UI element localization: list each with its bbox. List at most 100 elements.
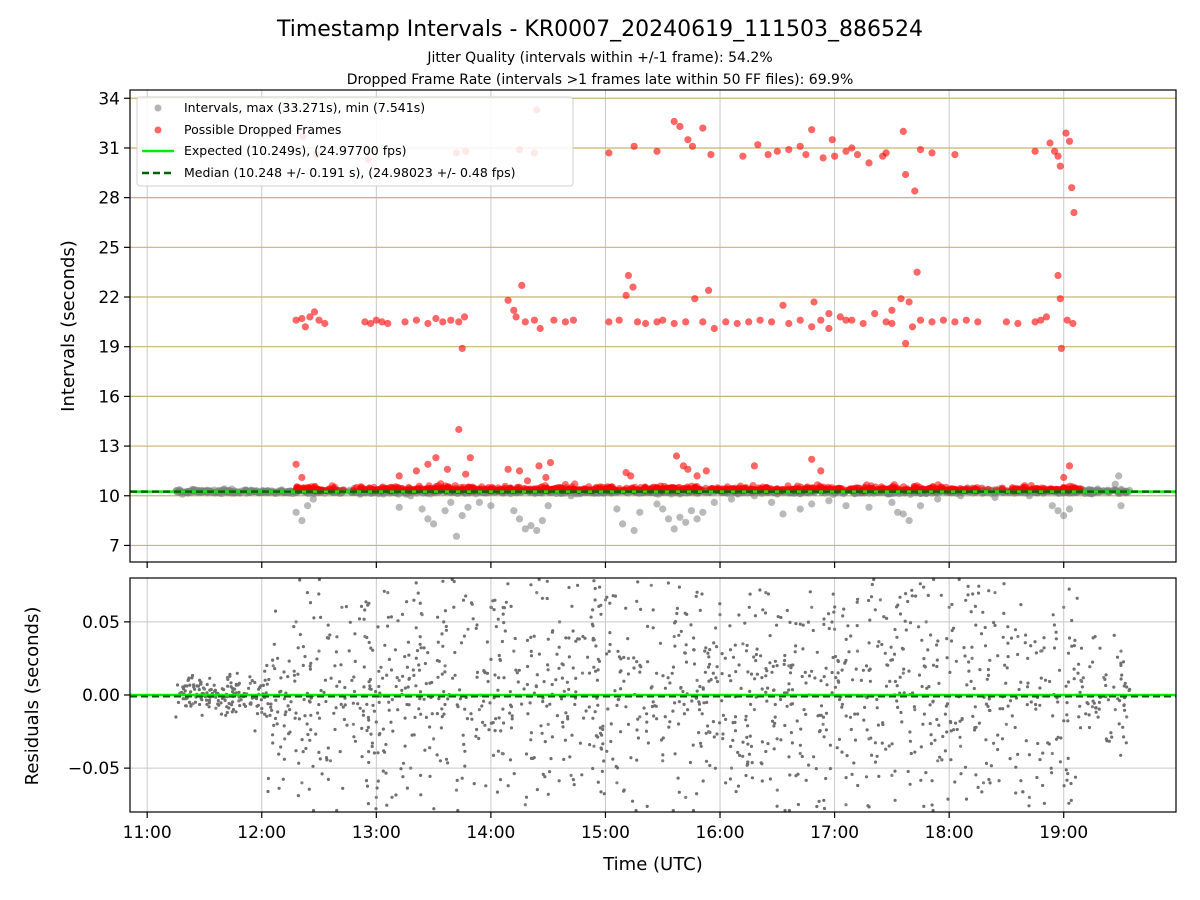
residual-cloud-point [617, 655, 622, 659]
residual-cloud-point [750, 761, 754, 765]
residual-cloud-point [895, 699, 899, 703]
interval-point [630, 526, 638, 535]
residual-cloud-point [663, 686, 668, 690]
interval-point [796, 505, 804, 513]
residual-cloud-point [1073, 638, 1077, 643]
residual-cloud-point [970, 645, 974, 649]
dropped-frame-point [764, 151, 772, 159]
residual-cloud-point [205, 691, 209, 695]
residual-cloud-point [1019, 779, 1023, 783]
residual-cloud-point [943, 712, 948, 716]
residual-cloud-point [733, 643, 737, 647]
dropped-frame-point [439, 318, 447, 326]
residual-cloud-point [571, 778, 576, 782]
residual-cloud-point [333, 664, 337, 668]
dropped-frame-point [796, 142, 804, 150]
residual-point [489, 605, 493, 609]
dropped-cloud-point [596, 483, 604, 491]
residual-cloud-point [591, 716, 595, 720]
residual-cloud-point [396, 619, 400, 623]
dropped-frame-point [458, 344, 466, 352]
residual-cloud-point [356, 702, 360, 706]
residual-cloud-point [768, 661, 772, 665]
residual-cloud-point [444, 628, 448, 632]
residual-cloud-point [822, 735, 826, 739]
residual-cloud-point [855, 600, 859, 604]
residual-cloud-point [287, 659, 291, 663]
residual-cloud-point [440, 672, 444, 676]
residual-cloud-point [789, 702, 793, 707]
residual-cloud-point [955, 727, 959, 732]
residual-cloud-point [870, 753, 874, 757]
residual-cloud-point [985, 677, 989, 681]
residual-cloud-point [779, 697, 783, 702]
residual-cloud-point [745, 643, 749, 648]
residual-cloud-point [272, 723, 276, 728]
residual-cloud-point [400, 612, 405, 617]
residual-cloud-point [1013, 628, 1018, 632]
dropped-frame-point [504, 296, 512, 304]
residual-cloud-point [783, 723, 787, 728]
residual-cloud-point [964, 598, 968, 602]
residual-cloud-point [744, 718, 748, 722]
dropped-frame-point [796, 316, 804, 324]
residual-cloud-point [471, 617, 475, 621]
residual-cloud-point [708, 662, 712, 666]
residual-cloud-point [873, 608, 877, 612]
x-tick-label-3: 14:00 [466, 823, 515, 843]
residual-cloud-point [691, 743, 695, 747]
residual-cloud-point [401, 761, 406, 765]
residual-cloud-point [1119, 753, 1123, 757]
residual-cloud-point [962, 646, 966, 650]
residual-cloud-point [327, 636, 331, 640]
residual-cloud-point [513, 636, 517, 641]
residual-cloud-point [387, 708, 391, 712]
residual-cloud-point [960, 717, 964, 722]
residual-cloud-point [775, 737, 779, 741]
residual-cloud-point [801, 647, 805, 651]
dropped-frame-point [739, 152, 747, 160]
residual-cloud-point [983, 625, 987, 630]
interval-point [808, 500, 816, 508]
residual-cloud-point [260, 707, 264, 711]
residual-cloud-point [237, 681, 241, 686]
residual-cloud-point [571, 629, 575, 633]
residual-cloud-point [214, 695, 218, 699]
residual-cloud-point [1021, 790, 1025, 794]
residual-point [959, 744, 963, 748]
residual-cloud-point [470, 717, 474, 721]
residual-cloud-point [682, 712, 687, 716]
residual-cloud-point [919, 745, 923, 749]
residual-cloud-point [491, 753, 496, 758]
interval-point [825, 497, 833, 505]
residuals-ytick-label-0: −0.05 [68, 759, 120, 779]
dropped-frame-point [1054, 271, 1062, 280]
dropped-frame-point [629, 283, 637, 291]
residual-cloud-point [971, 714, 975, 719]
interval-point [613, 505, 621, 513]
residual-cloud-point [1075, 596, 1079, 600]
residual-point [821, 722, 825, 726]
residual-cloud-point [821, 715, 826, 719]
residual-cloud-point [1077, 662, 1081, 666]
residual-cloud-point [1097, 707, 1101, 711]
residual-cloud-point [822, 622, 826, 627]
dropped-frame-point [691, 295, 699, 303]
residual-cloud-point [528, 701, 532, 705]
residual-cloud-point [773, 715, 777, 719]
residual-point [1102, 675, 1106, 680]
residual-cloud-point [868, 679, 873, 683]
residual-cloud-point [267, 677, 271, 682]
residual-cloud-point [1050, 771, 1054, 775]
residual-cloud-point [931, 700, 935, 704]
residual-cloud-point [1062, 784, 1066, 788]
residual-cloud-point [973, 728, 977, 732]
residual-cloud-point [794, 644, 798, 648]
residual-cloud-point [305, 722, 309, 726]
dropped-frame-point [306, 313, 314, 321]
residual-cloud-point [733, 729, 738, 733]
residual-cloud-point [720, 672, 724, 676]
residual-cloud-point [459, 641, 464, 645]
intervals-panel: Intervals (seconds) 7101316192225283134 … [58, 89, 1177, 568]
residual-cloud-point [325, 758, 329, 762]
